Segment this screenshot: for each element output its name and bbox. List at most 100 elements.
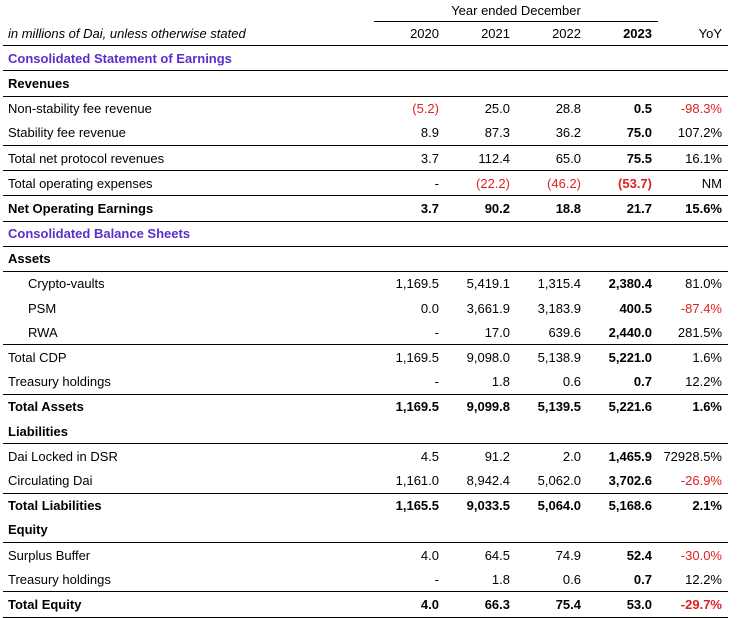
- row-label: Treasury holdings: [8, 571, 111, 587]
- group-heading-label: Equity: [3, 517, 728, 543]
- row-label: Surplus Buffer: [8, 547, 91, 563]
- row-label: Circulating Dai: [8, 472, 93, 488]
- cell-2020: -: [434, 324, 439, 340]
- row-label: Crypto-vaults: [28, 276, 105, 292]
- header-row: in millions of Dai, unless otherwise sta…: [3, 21, 728, 47]
- table-row: Total Liabilities 1,165.5 9,033.5 5,064.0 5,…: [3, 492, 728, 518]
- cell-2022: 5,064.0: [516, 492, 587, 518]
- cell-2021: 17.0: [484, 324, 510, 340]
- col-header-yoy: YoY: [658, 21, 728, 47]
- cell-2022: 1,315.4: [537, 276, 581, 292]
- table-row: Treasury holdings - 1.8 0.6 0.7 12.2%: [3, 567, 728, 592]
- cell-2022: 2.0: [562, 448, 581, 464]
- cell-2020: 3.7: [374, 195, 445, 221]
- cell-2023: 3,702.6: [608, 472, 652, 488]
- cell-2020: 1,169.5: [395, 276, 439, 292]
- cell-2020: 1,169.5: [374, 344, 445, 370]
- cell-2022: 74.9: [555, 547, 581, 563]
- cell-2021: 91.2: [484, 448, 510, 464]
- cell-2021: 1.8: [491, 374, 510, 390]
- cell-yoy: 1.6%: [658, 344, 728, 370]
- cell-2022: 5,139.5: [516, 393, 587, 419]
- cell-yoy: -29.7%: [658, 591, 728, 618]
- cell-2020: 0.0: [420, 300, 439, 316]
- cell-2021: 5,419.1: [466, 276, 510, 292]
- cell-2021: 66.3: [445, 591, 516, 618]
- cell-2021: 112.4: [445, 144, 516, 171]
- cell-2022: 639.6: [548, 324, 581, 340]
- cell-2023: 400.5: [619, 300, 652, 316]
- table-row: Non-stability fee revenue (5.2) 25.0 28.8 0.…: [3, 96, 728, 121]
- cell-2023: 52.4: [626, 547, 652, 563]
- section-title: Consolidated Balance Sheets: [3, 220, 728, 247]
- cell-2020: 4.0: [374, 591, 445, 618]
- row-label: Net Operating Earnings: [3, 195, 374, 221]
- cell-2020: 8.9: [420, 125, 439, 141]
- cell-2023: 75.5: [587, 144, 658, 171]
- cell-2021: 25.0: [484, 101, 510, 117]
- row-label: Dai Locked in DSR: [8, 448, 118, 464]
- cell-yoy: -87.4%: [680, 300, 722, 316]
- cell-2021: 3,661.9: [466, 300, 510, 316]
- table-row: Surplus Buffer 4.0 64.5 74.9 52.4 -30.0%: [3, 542, 728, 567]
- cell-2020: 1,169.5: [374, 393, 445, 419]
- cell-2020: -: [434, 571, 439, 587]
- cell-2023: 0.5: [633, 101, 652, 117]
- cell-yoy: 2.1%: [658, 492, 728, 518]
- row-label: RWA: [28, 324, 58, 340]
- row-label: Total Liabilities: [3, 492, 374, 518]
- cell-yoy: 1.6%: [658, 393, 728, 419]
- cell-2021: 64.5: [484, 547, 510, 563]
- cell-2021: 9,033.5: [445, 492, 516, 518]
- cell-yoy: 81.0%: [685, 276, 722, 292]
- table-row: Total net protocol revenues 3.7 112.4 65.0 7…: [3, 144, 728, 171]
- group-heading: Liabilities: [3, 419, 728, 445]
- cell-2023: 21.7: [587, 195, 658, 221]
- table-row: Total Equity 4.0 66.3 75.4 53.0 -29.7%: [3, 591, 728, 618]
- cell-2021: 9,099.8: [445, 393, 516, 419]
- cell-2022: 3,183.9: [537, 300, 581, 316]
- cell-2020: 4.0: [420, 547, 439, 563]
- cell-yoy: 12.2%: [685, 374, 722, 390]
- cell-yoy: 16.1%: [658, 144, 728, 171]
- cell-2020: -: [434, 374, 439, 390]
- cell-2021: 8,942.4: [466, 472, 510, 488]
- row-label: Total CDP: [3, 344, 374, 370]
- cell-2020: 4.5: [420, 448, 439, 464]
- table-row: Dai Locked in DSR 4.5 91.2 2.0 1,465.9 72928.…: [3, 444, 728, 469]
- row-label: Total Assets: [3, 393, 374, 419]
- cell-2022: 5,138.9: [516, 344, 587, 370]
- cell-2021: 9,098.0: [445, 344, 516, 370]
- cell-2022: 18.8: [516, 195, 587, 221]
- row-label: Total net protocol revenues: [3, 144, 374, 171]
- cell-2021: 1.8: [491, 571, 510, 587]
- section-title: Consolidated Statement of Earnings: [3, 45, 728, 72]
- table-row: Crypto-vaults 1,169.5 5,419.1 1,315.4 2,380.…: [3, 271, 728, 296]
- cell-2022: 0.6: [562, 571, 581, 587]
- table-row: Total CDP 1,169.5 9,098.0 5,138.9 5,221.0 1.6…: [3, 344, 728, 370]
- cell-2023: 2,440.0: [608, 324, 652, 340]
- table-row: Total operating expenses - (22.2) (46.2) (53…: [3, 170, 728, 196]
- table-row: Treasury holdings - 1.8 0.6 0.7 12.2%: [3, 370, 728, 395]
- row-label: Total Equity: [3, 591, 374, 618]
- cell-yoy: 107.2%: [677, 125, 722, 141]
- group-heading-label: Liabilities: [3, 419, 728, 445]
- unit-note: in millions of Dai, unless otherwise sta…: [3, 21, 374, 47]
- cell-2023: 0.7: [633, 374, 652, 390]
- table-row: Circulating Dai 1,161.0 8,942.4 5,062.0 3,70…: [3, 468, 728, 493]
- section-header: Consolidated Balance Sheets: [3, 220, 728, 247]
- cell-2020: 3.7: [374, 144, 445, 171]
- cell-2020: (5.2): [412, 101, 439, 117]
- table-row: RWA - 17.0 639.6 2,440.0 281.5%: [3, 320, 728, 345]
- cell-2023: 5,168.6: [587, 492, 658, 518]
- group-heading-label: Revenues: [3, 70, 728, 97]
- cell-2023: 53.0: [587, 591, 658, 618]
- group-heading: Equity: [3, 517, 728, 543]
- table-row: PSM 0.0 3,661.9 3,183.9 400.5 -87.4%: [3, 296, 728, 320]
- cell-2021: 90.2: [445, 195, 516, 221]
- cell-2022: 28.8: [555, 101, 581, 117]
- row-label: Non-stability fee revenue: [8, 101, 152, 117]
- table-row: Net Operating Earnings 3.7 90.2 18.8 21.7 15.…: [3, 195, 728, 221]
- cell-yoy: 281.5%: [677, 324, 722, 340]
